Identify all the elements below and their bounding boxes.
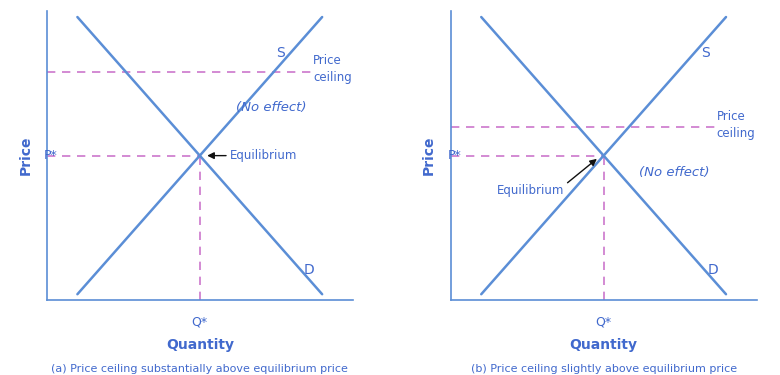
- Text: Quantity: Quantity: [569, 338, 637, 351]
- Text: Price: Price: [313, 54, 342, 67]
- Text: (No effect): (No effect): [639, 166, 709, 180]
- Text: P*: P*: [44, 149, 58, 162]
- Text: Price: Price: [717, 110, 746, 123]
- Text: Equilibrium: Equilibrium: [497, 184, 564, 197]
- Text: (No effect): (No effect): [236, 102, 307, 114]
- Text: (a) Price ceiling substantially above equilibrium price: (a) Price ceiling substantially above eq…: [51, 363, 348, 374]
- Text: D: D: [303, 262, 314, 277]
- Text: ceiling: ceiling: [717, 128, 756, 141]
- Text: Quantity: Quantity: [166, 338, 234, 351]
- Text: (b) Price ceiling slightly above equilibrium price: (b) Price ceiling slightly above equilib…: [470, 363, 736, 374]
- Text: Price: Price: [422, 136, 436, 176]
- Text: D: D: [707, 262, 718, 277]
- Text: S: S: [276, 46, 285, 60]
- Text: Q*: Q*: [192, 316, 207, 329]
- Text: Q*: Q*: [596, 316, 612, 329]
- Text: S: S: [701, 46, 711, 60]
- Text: P*: P*: [448, 149, 461, 162]
- Text: ceiling: ceiling: [313, 71, 352, 84]
- Text: Price: Price: [19, 136, 33, 176]
- Text: Equilibrium: Equilibrium: [230, 149, 298, 162]
